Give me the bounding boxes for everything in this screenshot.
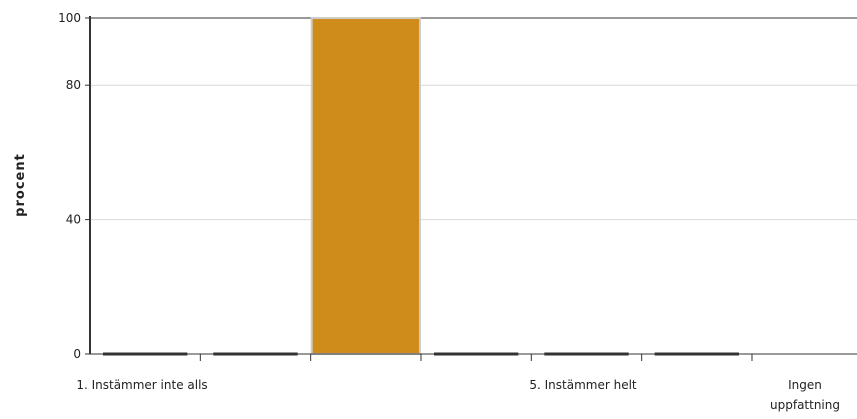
gridlines <box>90 17 857 221</box>
x-tick-label: 5. Instämmer helt <box>529 378 637 392</box>
x-ticks: 1. Instämmer inte alls 5. Instämmer helt I… <box>76 354 840 412</box>
y-tick-label: 80 <box>66 78 81 92</box>
bars <box>103 17 739 356</box>
y-ticks: 0 40 80 100 <box>58 11 90 361</box>
y-axis-label: procent <box>13 153 28 217</box>
x-tick-label: 1. Instämmer inte alls <box>76 378 207 392</box>
x-tick-label: Ingen uppfattning <box>770 378 840 412</box>
y-tick-label: 40 <box>66 213 81 227</box>
y-tick-label: 0 <box>73 347 81 361</box>
bar <box>310 17 421 355</box>
y-tick-label: 100 <box>58 11 81 25</box>
